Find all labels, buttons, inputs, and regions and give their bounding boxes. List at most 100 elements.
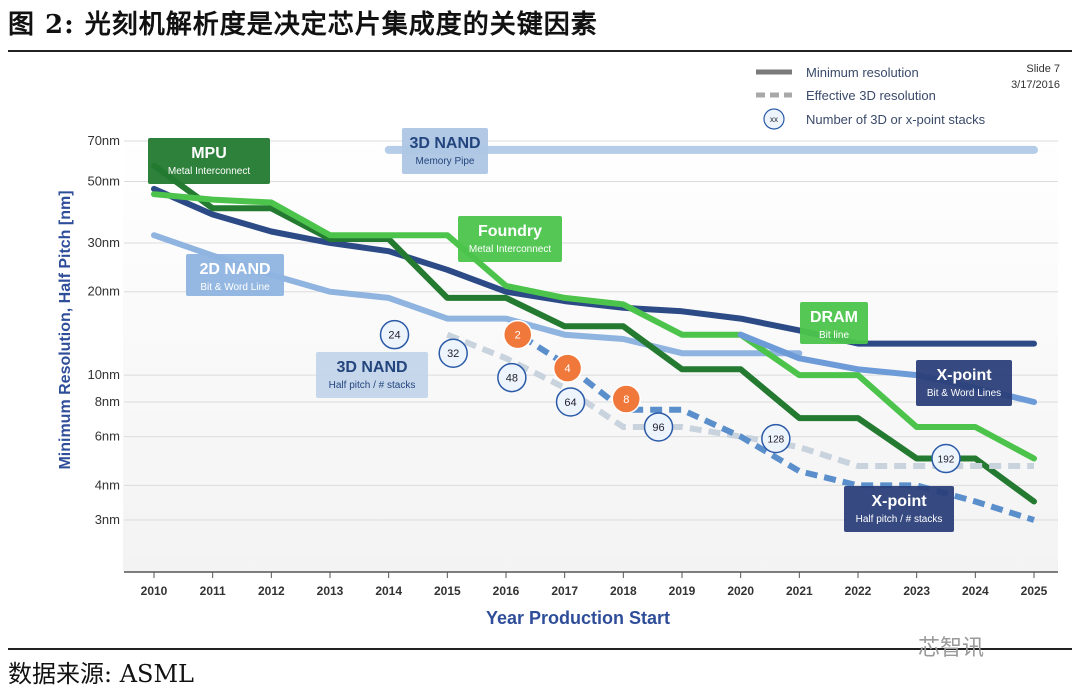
- series-label-main: 3D NAND: [336, 359, 407, 376]
- stack-bubble-text: 48: [506, 373, 518, 385]
- series-label-sub: Bit & Word Lines: [927, 388, 1001, 399]
- stack-bubble-circle: [761, 423, 791, 454]
- stack-bubble-circle: [502, 319, 533, 350]
- series-label-mpu: MPU Metal Interconnect: [148, 138, 270, 184]
- x-tick-label: 2010: [141, 584, 168, 598]
- stack-bubble-circle: [931, 443, 961, 474]
- x-tick-label: 2023: [903, 584, 930, 598]
- series-label-nand3d_eff: 3D NAND Half pitch / # stacks: [316, 352, 428, 398]
- x-tick-label: 2021: [786, 584, 813, 598]
- x-tick-label: 2020: [727, 584, 754, 598]
- series-label-main: X-point: [871, 493, 927, 510]
- x-tick-label: 2018: [610, 584, 637, 598]
- resolution-chart: 70nm 50nm 30nm 20nm 10nm 8nm 6nm 4nm 3nm 2010 201…: [57, 63, 1060, 628]
- x-tick-label: 2019: [669, 584, 696, 598]
- stack-bubble-circle: [555, 387, 586, 417]
- series-label-box: [844, 486, 954, 532]
- stack-bubble-circle: [497, 362, 527, 393]
- stack-bubble-text: 64: [564, 397, 576, 409]
- series-line-foundry: [151, 191, 1037, 462]
- stack-bubble: 64: [555, 387, 586, 417]
- series-label-main: 3D NAND: [409, 135, 480, 152]
- stack-bubble-text: 96: [652, 422, 664, 434]
- y-tick-label: 30nm: [87, 235, 120, 250]
- stack-bubble-text: 8: [623, 394, 629, 406]
- stack-bubble-text: 32: [447, 348, 459, 360]
- series-label-nand3d_mem: 3D NAND Memory Pipe: [402, 128, 488, 174]
- figure-title: 图 2: 光刻机解析度是决定芯片集成度的关键因素: [8, 10, 598, 40]
- stack-bubble: 48: [497, 362, 527, 393]
- x-tick-label: 2022: [845, 584, 872, 598]
- slide-number: Slide 7: [1026, 63, 1060, 75]
- watermark: 芯智讯: [918, 636, 985, 661]
- stack-bubble-circle: [438, 338, 468, 368]
- series-label-foundry: Foundry Metal Interconnect: [458, 216, 562, 262]
- stack-bubble-circle: [643, 412, 674, 442]
- stack-bubble: 2: [502, 319, 533, 350]
- series-label-sub: Bit & Word Line: [200, 282, 270, 293]
- series-label-box: [458, 216, 562, 262]
- series-label-box: [402, 128, 488, 174]
- stack-bubble: 96: [643, 412, 674, 442]
- y-tick-label: 3nm: [95, 512, 120, 527]
- legend-label: Number of 3D or x-point stacks: [806, 112, 986, 127]
- series-label-dram: DRAM Bit line: [800, 302, 868, 344]
- series-label-box: [916, 360, 1012, 406]
- stack-bubble-circle: [611, 384, 642, 414]
- x-tick-label: 2017: [551, 584, 578, 598]
- y-tick-label: 10nm: [87, 367, 120, 382]
- stack-bubble-circle: [552, 353, 583, 383]
- x-tick-label: 2013: [317, 584, 344, 598]
- stack-bubble: 32: [438, 338, 468, 368]
- series-label-box: [186, 254, 284, 296]
- stack-bubble-text: 2: [515, 330, 521, 342]
- y-tick-label: 50nm: [87, 173, 120, 188]
- stack-bubble-text: 4: [565, 363, 571, 375]
- series-label-sub: Bit line: [819, 330, 849, 341]
- series-label-main: MPU: [191, 145, 227, 162]
- series-line-mpu: [151, 162, 1037, 505]
- stack-bubble-text: 192: [938, 455, 955, 466]
- series-label-xpoint_top: X-point Bit & Word Lines: [916, 360, 1012, 406]
- y-tick-label: 8nm: [95, 394, 120, 409]
- stack-bubble-text: 128: [768, 435, 785, 446]
- series-label-box: [800, 302, 868, 344]
- stack-bubble: 128: [761, 423, 791, 454]
- x-tick-label: 2011: [200, 584, 226, 598]
- y-tick-label: 20nm: [87, 284, 120, 299]
- series-label-sub: Half pitch / # stacks: [329, 380, 416, 391]
- stack-bubble-text: 24: [388, 330, 400, 342]
- stack-bubble-circle: [379, 319, 410, 350]
- x-tick-label: 2024: [962, 584, 989, 598]
- series-label-sub: Memory Pipe: [416, 156, 475, 167]
- series-label-box: [148, 138, 270, 184]
- stack-bubble: 4: [552, 353, 583, 383]
- series-label-main: DRAM: [810, 309, 858, 326]
- source-note: 数据来源: ASML: [8, 660, 194, 688]
- y-tick-label: 70nm: [87, 133, 120, 148]
- series-label-xpoint_bottom: X-point Half pitch / # stacks: [844, 486, 954, 532]
- legend-label: Minimum resolution: [806, 65, 919, 80]
- series-label-main: 2D NAND: [199, 261, 270, 278]
- series-label-main: X-point: [936, 367, 992, 384]
- series-label-sub: Metal Interconnect: [168, 166, 250, 177]
- y-axis-label: Minimum Resolution, Half Pitch [nm]: [57, 190, 74, 469]
- x-tick-label: 2015: [434, 584, 461, 598]
- x-tick-label: 2012: [258, 584, 285, 598]
- top-divider: [8, 50, 1072, 52]
- x-tick-label: 2014: [375, 584, 402, 598]
- series-line-dram: [151, 185, 1037, 347]
- legend-label: Effective 3D resolution: [806, 88, 936, 103]
- y-tick-label: 6nm: [95, 429, 120, 444]
- slide-date: 3/17/2016: [1011, 79, 1060, 91]
- bottom-divider: [8, 648, 1072, 650]
- series-label-main: Foundry: [478, 223, 542, 240]
- series-label-sub: Half pitch / # stacks: [856, 514, 943, 525]
- series-label-nand2d: 2D NAND Bit & Word Line: [186, 254, 284, 296]
- legend-bubble-text: xx: [770, 115, 778, 124]
- x-tick-label: 2016: [493, 584, 520, 598]
- stack-bubble: 24: [379, 319, 410, 350]
- stack-bubble: 192: [931, 443, 961, 474]
- stack-bubble: 8: [611, 384, 642, 414]
- series-label-sub: Metal Interconnect: [469, 244, 551, 255]
